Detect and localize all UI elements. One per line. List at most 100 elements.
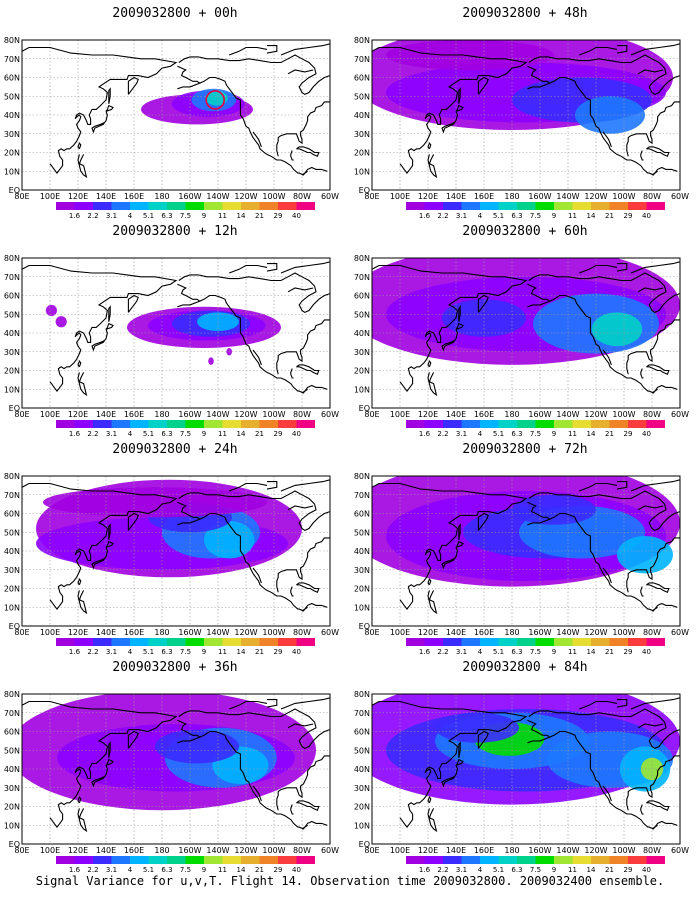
colorbar-label: 14 [237,648,246,656]
colorbar-swatch [461,420,480,428]
coastline [527,283,552,308]
colorbar-swatch [148,638,167,646]
panel-title: 2009032800 + 36h [112,660,238,675]
colorbar-swatch [517,420,536,428]
map-area [372,476,680,626]
lat-tick-label: 40N [354,329,370,338]
lon-tick-label: 160E [124,410,144,419]
lat-tick-label: 80N [354,472,370,481]
lat-tick-label: 20N [4,367,20,376]
lon-tick-label: 180 [154,410,169,419]
coastline [630,261,680,274]
lon-tick-label: 100W [262,846,285,855]
lat-tick-label: 50N [354,92,370,101]
lat-tick-label: EQ [359,404,370,413]
lat-tick-label: EQ [359,186,370,195]
colorbar-swatch [222,638,241,646]
colorbar-swatch [167,202,186,210]
colorbar-label: 2.2 [87,430,98,438]
coastline [458,523,461,540]
colorbar-swatch [554,638,573,646]
lat-tick-label: 50N [4,92,20,101]
colorbar-swatch [628,856,647,864]
map-area [372,258,680,408]
coastline [178,272,330,314]
lon-tick-label: 140E [96,410,116,419]
variance-region [45,304,58,317]
colorbar-label: 21 [605,866,614,874]
variance-region [617,536,673,574]
colorbar-swatch [443,856,462,864]
lat-tick-label: 60N [4,728,20,737]
lon-tick-label: 160E [474,192,494,201]
colorbar-label: 3.1 [106,212,117,220]
colorbar-label: 21 [255,648,264,656]
colorbar-label: 3.1 [106,866,117,874]
lon-tick-label: 140E [446,846,466,855]
coastline [296,800,320,812]
coastline [427,141,432,150]
coastline [549,512,678,612]
colorbar-swatch [517,202,536,210]
lat-tick-label: 80N [354,690,370,699]
coastline [280,479,330,492]
lat-tick-label: EQ [359,622,370,631]
coastline [477,730,489,749]
lat-tick-label: 20N [354,585,370,594]
coastline [427,590,438,615]
lat-tick-label: 50N [354,310,370,319]
colorbar-swatch [56,856,75,864]
colorbar-swatch [572,638,591,646]
coastline [637,723,664,729]
lat-tick-label: 60N [354,728,370,737]
lon-tick-label: 100W [612,410,635,419]
colorbar-label: 5.1 [143,212,154,220]
lon-tick-label: 120E [68,192,88,201]
colorbar-swatch [609,638,628,646]
lon-tick-label: 180 [504,192,519,201]
coastline [296,364,320,376]
map-area [22,476,330,626]
lat-tick-label: 20N [4,803,20,812]
lon-tick-label: 100W [262,410,285,419]
coastline [91,765,108,788]
coastline [177,501,202,526]
coastline [108,741,111,758]
coastline [637,505,664,511]
colorbar-label: 4 [478,430,483,438]
colorbar-swatch [111,638,130,646]
coastline [427,577,432,586]
lat-tick-label: 80N [4,254,20,263]
colorbar-swatch [296,856,315,864]
lon-tick-label: 80W [293,628,311,637]
coastline [77,372,88,397]
colorbar-swatch [148,420,167,428]
coastline [229,264,268,274]
lon-tick-label: 80W [293,192,311,201]
colorbar-label: 14 [237,430,246,438]
colorbar-swatch [406,202,425,210]
colorbar-label: 40 [292,430,301,438]
lat-tick-label: 20N [354,149,370,158]
lon-tick-label: 100W [262,192,285,201]
colorbar-label: 11 [568,430,577,438]
coastline [266,699,278,708]
colorbar-label: 9 [552,212,556,220]
coastline [178,54,330,96]
colorbar-swatch [259,638,278,646]
lon-tick-label: 160E [474,410,494,419]
coastline [579,264,618,274]
coastline [477,294,489,313]
lat-tick-label: 80N [4,690,20,699]
colorbar-swatch [591,638,610,646]
coastline [602,785,612,802]
lon-tick-label: 80E [364,628,379,637]
lat-tick-label: 80N [354,254,370,263]
colorbar-label: 6.3 [511,212,522,220]
panel-title: 2009032800 + 72h [462,442,588,457]
colorbar-swatch [241,856,260,864]
colorbar-label: 4 [128,866,133,874]
coastline [616,45,628,54]
colorbar-swatch [241,420,260,428]
